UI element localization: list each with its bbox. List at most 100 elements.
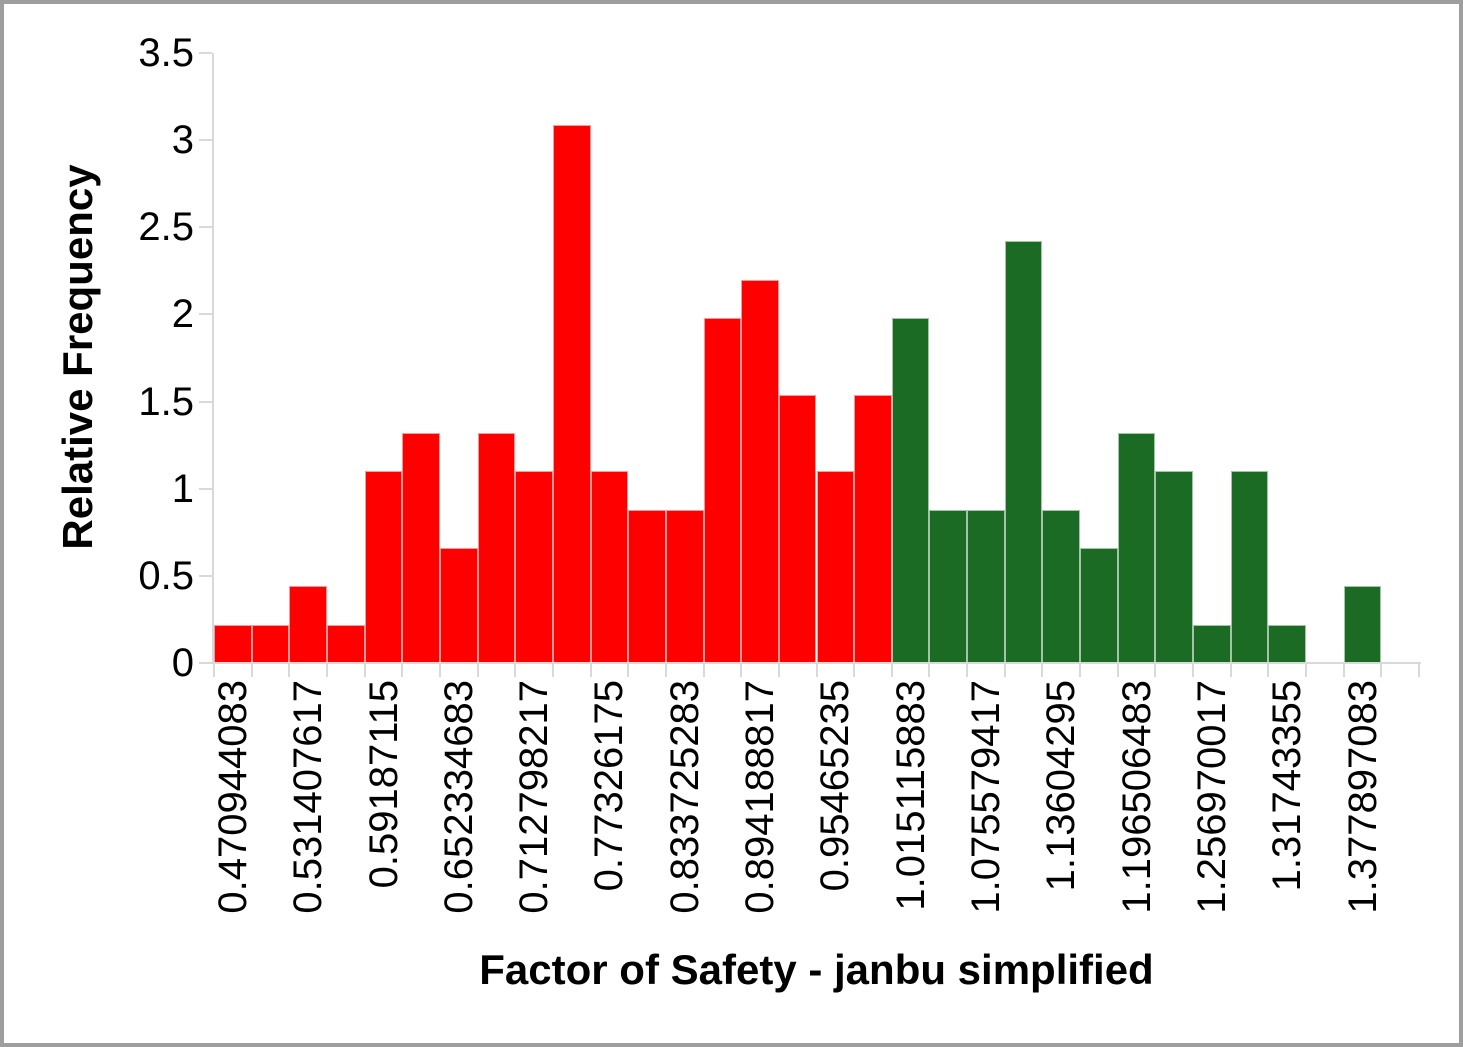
x-axis-tick (777, 664, 780, 677)
histogram-bar (590, 471, 629, 663)
histogram-bar (477, 432, 516, 663)
x-axis-tick (1003, 664, 1006, 677)
x-axis-tick (1154, 664, 1157, 677)
y-axis-tick-label: 3.5 (138, 31, 194, 75)
histogram-bar (402, 432, 440, 663)
x-axis-tick-label: 1.075579417 (964, 680, 1008, 914)
x-axis-tick (1380, 664, 1383, 677)
histogram-bar (665, 509, 704, 663)
x-axis-tick (890, 664, 893, 677)
histogram-bar (1193, 624, 1231, 663)
x-axis-tick (514, 664, 517, 677)
x-axis-tick-label: 0.652334683 (436, 680, 481, 914)
histogram-bar (816, 471, 855, 663)
x-axis-tick (589, 664, 592, 677)
y-axis-tick-label: 2.5 (138, 205, 194, 250)
x-axis-tick (1079, 664, 1082, 677)
x-axis-tick-label: 0.470944083 (210, 680, 255, 914)
histogram-bar (251, 624, 290, 663)
y-axis-tick (199, 662, 212, 664)
y-axis-tick-label: 0.5 (138, 553, 194, 598)
histogram-bar (929, 509, 968, 663)
x-axis-tick (213, 664, 215, 677)
y-axis-tick (199, 313, 212, 316)
x-axis-tick (1229, 664, 1232, 677)
x-axis-title: Factor of Safety - janbu simplified (479, 946, 1154, 993)
histogram-bar (364, 471, 403, 663)
x-axis-tick (551, 664, 554, 677)
y-axis-tick (199, 139, 212, 142)
x-axis-tick (476, 664, 479, 677)
histogram-bar (1042, 509, 1081, 663)
y-axis-tick (199, 226, 212, 229)
x-axis-tick (438, 664, 441, 677)
y-axis-tick-label: 1 (171, 466, 194, 511)
histogram-bar (289, 586, 327, 663)
histogram-bar (1268, 624, 1307, 663)
x-axis-tick-label: 0.95465235 (813, 680, 858, 892)
x-axis-tick-label: 1.377897083 (1340, 680, 1385, 914)
histogram-bar (214, 624, 252, 663)
x-axis-tick-label: 0.59187115 (361, 680, 406, 889)
x-axis-tick-label: 0.894188817 (738, 680, 782, 914)
histogram-bar (1004, 241, 1043, 663)
histogram-bar (628, 509, 666, 663)
histogram-bar (1080, 548, 1118, 663)
y-axis-tick-label: 1.5 (138, 379, 194, 424)
x-axis-tick (1418, 664, 1420, 677)
x-axis-tick (702, 664, 705, 677)
histogram-bar (1117, 432, 1156, 663)
histogram-bar (326, 624, 365, 663)
x-axis-tick (288, 664, 291, 677)
histogram-bar (1230, 471, 1269, 663)
y-axis-tick-label: 0 (171, 641, 194, 685)
histogram-bar (1343, 586, 1382, 663)
x-axis-tick (1116, 664, 1119, 677)
histogram-bar (778, 394, 817, 663)
x-axis-tick (966, 664, 969, 677)
x-axis-tick (1192, 664, 1195, 677)
histogram-bar (741, 279, 779, 663)
x-axis-tick (853, 664, 856, 677)
x-axis-tick (363, 664, 366, 677)
plot-area (214, 53, 1419, 663)
y-axis-tick (199, 52, 212, 54)
y-axis-tick-label: 2 (171, 292, 194, 337)
x-axis-tick (1267, 664, 1270, 677)
x-axis-tick (815, 664, 818, 677)
x-axis-tick-label: 1.256970017 (1189, 680, 1234, 914)
histogram-bar (703, 317, 742, 663)
x-axis-tick (664, 664, 667, 677)
x-axis-tick-label: 0.712798217 (512, 680, 557, 914)
histogram-bar (891, 317, 930, 663)
x-axis-tick (250, 664, 253, 677)
x-axis-tick (325, 664, 328, 677)
x-axis-line (212, 662, 1421, 664)
y-axis-line (212, 53, 214, 664)
x-axis-tick (740, 664, 743, 677)
histogram-bar (552, 124, 591, 663)
y-axis-tick-label: 3 (171, 118, 194, 163)
x-axis-tick-label: 0.833725283 (662, 680, 707, 914)
histogram-bar (967, 509, 1005, 663)
histogram-bar (439, 548, 478, 663)
y-axis-tick (199, 400, 212, 403)
x-axis-tick-label: 1.31743355 (1265, 680, 1310, 892)
x-axis-tick (401, 664, 404, 677)
y-axis-tick (199, 574, 212, 577)
x-axis-tick-label: 0.77326175 (587, 680, 632, 892)
x-axis-tick (1305, 664, 1308, 677)
histogram-bar (854, 394, 892, 663)
x-axis-tick (1041, 664, 1044, 677)
x-axis-tick (928, 664, 931, 677)
histogram-bar (515, 471, 553, 663)
x-axis-tick-label: 1.015115883 (888, 680, 933, 911)
x-axis-tick-label: 0.531407617 (286, 680, 331, 914)
histogram-bar (1155, 471, 1194, 663)
x-axis-tick-label: 1.196506483 (1114, 680, 1159, 914)
x-axis-tick (1342, 664, 1345, 677)
y-axis-tick (199, 487, 212, 490)
x-axis-tick-label: 1.13604295 (1039, 680, 1084, 892)
x-axis-tick (627, 664, 630, 677)
